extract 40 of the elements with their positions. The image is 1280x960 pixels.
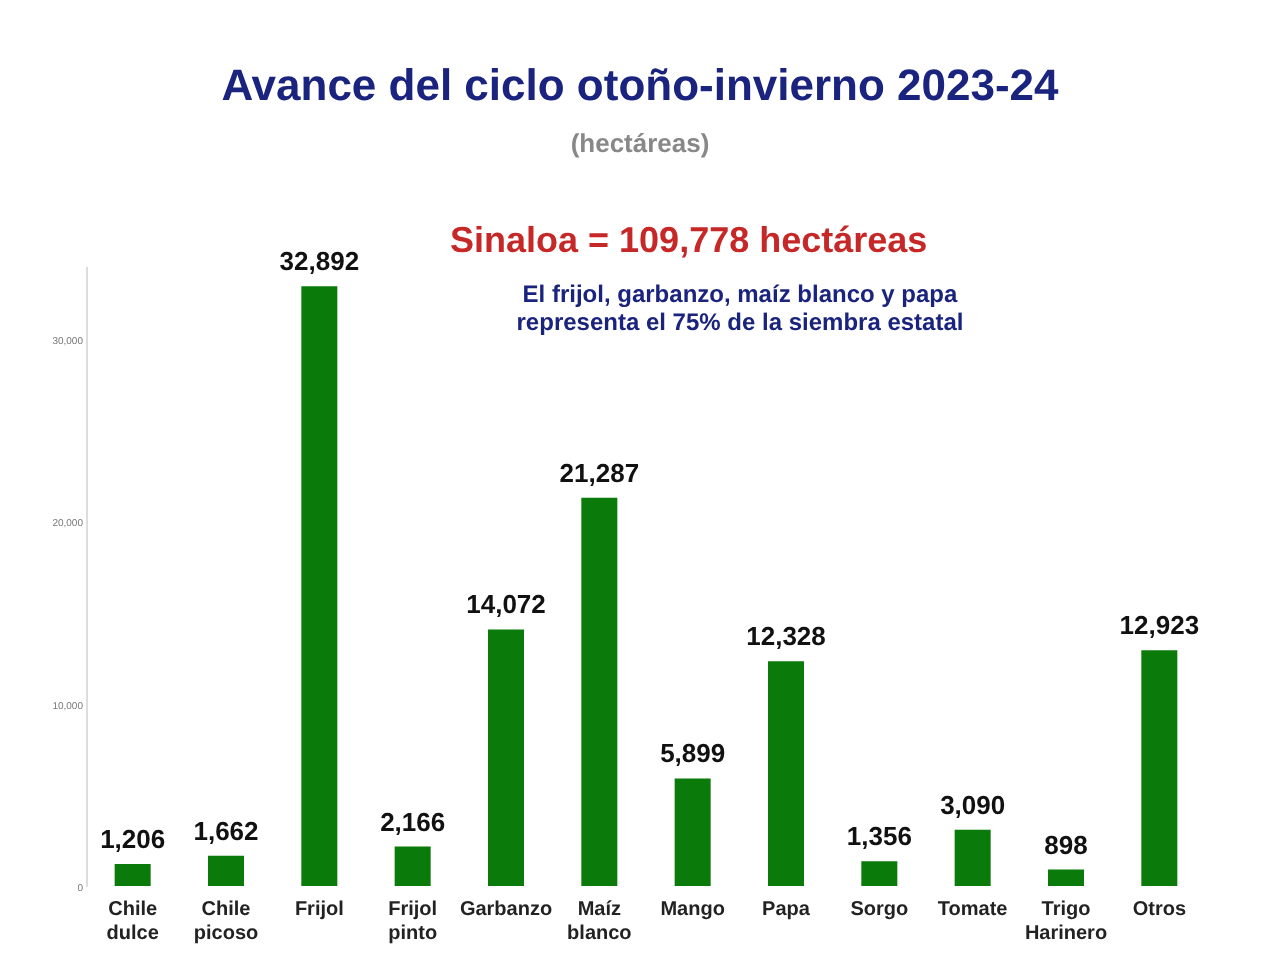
x-tick-label: Mango bbox=[660, 899, 725, 921]
x-tick-label: Garbanzo bbox=[459, 899, 553, 921]
bar bbox=[581, 497, 618, 886]
data-label: 12,923 bbox=[1119, 610, 1200, 641]
data-label: 1,206 bbox=[100, 824, 166, 855]
data-label: 3,090 bbox=[940, 789, 1006, 820]
x-tick-label: Chile picoso bbox=[193, 899, 259, 945]
chart-title: Avance del ciclo otoño-invierno 2023-24 bbox=[219, 60, 1061, 112]
x-tick-label: Sorgo bbox=[850, 899, 909, 921]
bar bbox=[954, 829, 991, 886]
x-tick-label: Trigo Harinero bbox=[1024, 899, 1108, 945]
x-tick-label: Chile dulce bbox=[106, 899, 160, 945]
bar bbox=[1141, 650, 1178, 886]
x-tick-label: Maíz blanco bbox=[567, 899, 632, 945]
data-label: 5,899 bbox=[660, 738, 726, 769]
chart-subtitle: (hectáreas) bbox=[568, 128, 712, 158]
x-tick-label: Otros bbox=[1132, 899, 1187, 921]
bar bbox=[488, 629, 524, 886]
x-tick-label: Papa bbox=[762, 899, 811, 921]
annotation: El frijol, garbanzo, maíz blanco y papa representa el 75% de la siembra estatal bbox=[514, 280, 966, 336]
data-label: 1,662 bbox=[193, 815, 259, 846]
bar bbox=[1048, 869, 1084, 886]
bar bbox=[114, 864, 151, 886]
x-tick-label: Frijol pinto bbox=[388, 899, 438, 945]
data-label: 1,356 bbox=[846, 821, 912, 852]
bar bbox=[674, 778, 711, 886]
bar bbox=[208, 855, 244, 886]
bar bbox=[861, 861, 898, 886]
bar bbox=[768, 661, 804, 886]
data-label: 32,892 bbox=[279, 246, 360, 277]
x-tick-label: Frijol bbox=[294, 899, 345, 921]
data-label: 12,328 bbox=[746, 621, 826, 652]
x-tick-label: Tomate bbox=[937, 899, 1009, 921]
data-label: 898 bbox=[1044, 829, 1088, 860]
bar bbox=[394, 846, 431, 886]
data-label: 14,072 bbox=[466, 589, 546, 620]
bar bbox=[301, 286, 338, 886]
data-label: 2,166 bbox=[380, 806, 446, 837]
text: Sinaloa = 109,778 hectáreas bbox=[450, 220, 928, 262]
data-label: 21,287 bbox=[559, 457, 640, 488]
